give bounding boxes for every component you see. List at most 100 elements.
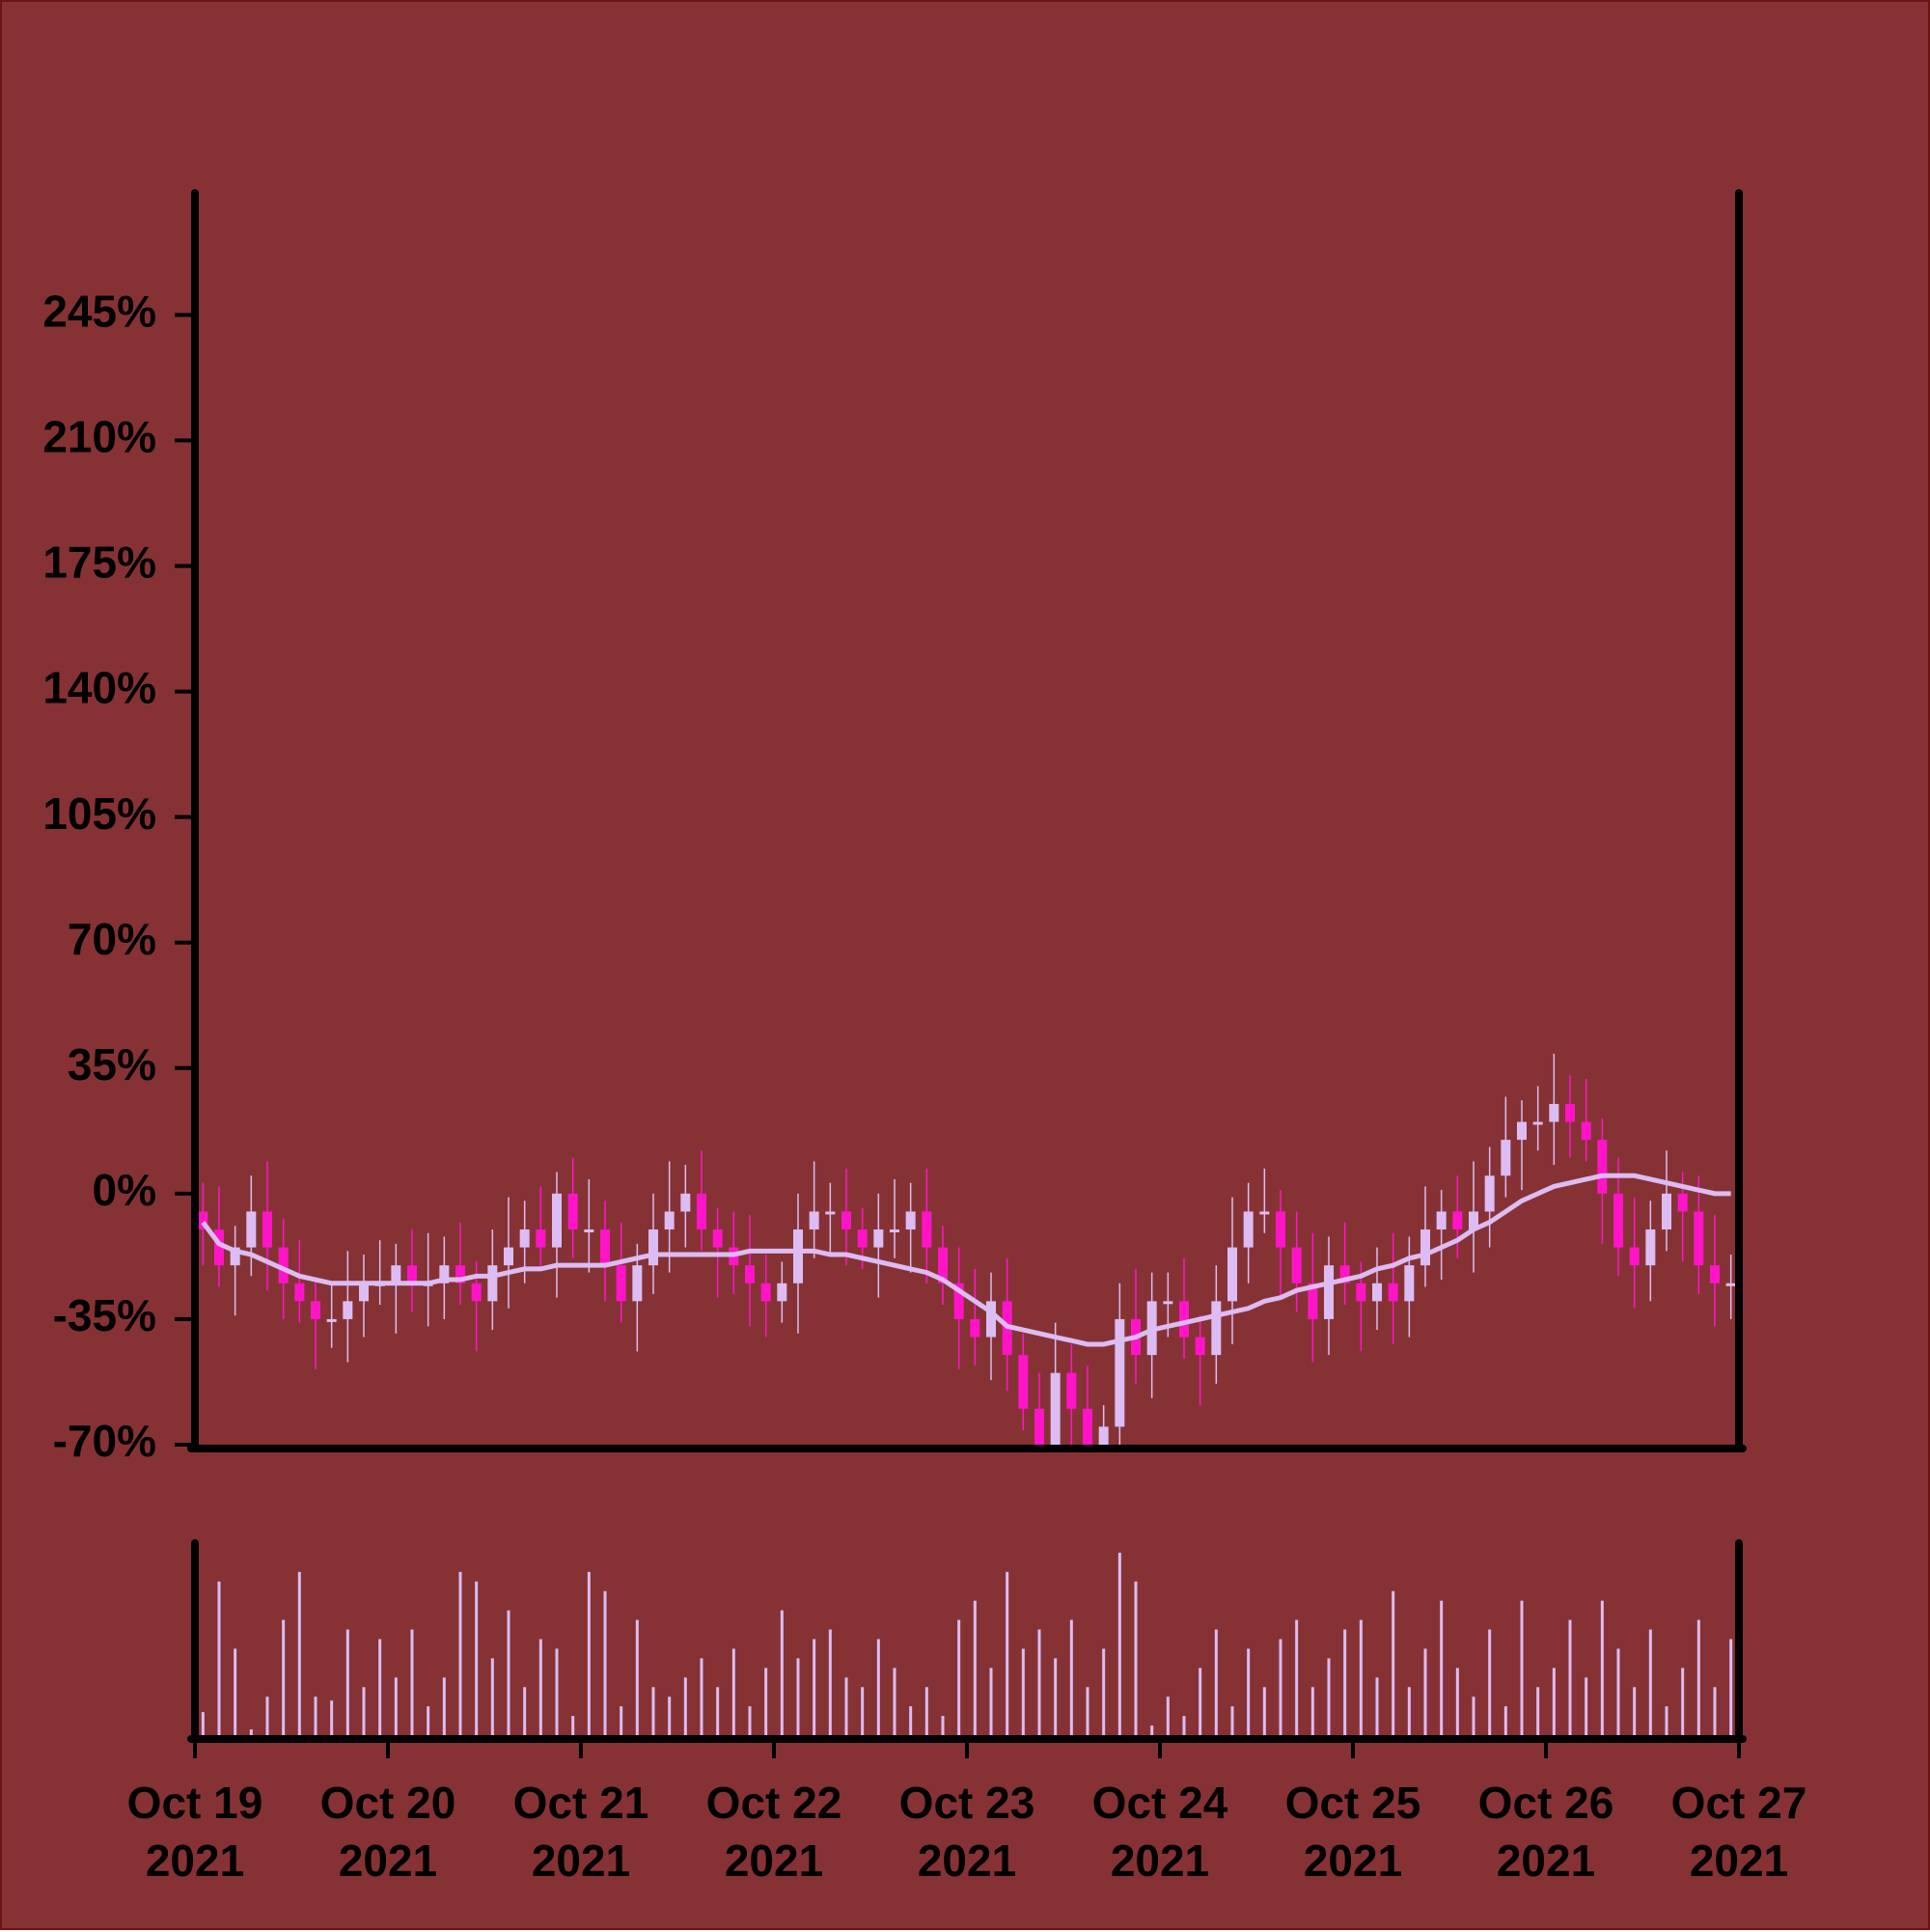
candle-body <box>455 1265 465 1283</box>
x-tick-label: Oct 26 2021 <box>1477 1778 1614 1886</box>
volume-bar <box>1279 1639 1282 1735</box>
candle-body <box>1710 1265 1720 1283</box>
candle-body <box>343 1301 353 1319</box>
volume-bar <box>1568 1619 1572 1735</box>
candle-body <box>1597 1140 1608 1194</box>
volume-bar <box>314 1697 317 1735</box>
volume-bar <box>620 1706 623 1735</box>
volume-bar <box>1069 1619 1073 1735</box>
x-tick-label: Oct 23 2021 <box>898 1778 1035 1886</box>
volume-bar <box>378 1639 382 1735</box>
candle-body <box>1356 1283 1366 1302</box>
candle-body <box>745 1265 755 1283</box>
volume-bar <box>1633 1687 1637 1735</box>
candle-body <box>311 1301 320 1319</box>
candle-body <box>890 1229 899 1233</box>
volume-bar <box>780 1610 784 1735</box>
x-tick-label: Oct 21 2021 <box>512 1778 649 1886</box>
volume-bar <box>603 1590 607 1735</box>
y-tick-label: 245% <box>42 287 156 337</box>
volume-bar <box>828 1629 832 1735</box>
volume-bar <box>844 1677 848 1735</box>
volume-bar <box>523 1687 527 1735</box>
volume-bar <box>458 1571 462 1735</box>
volume-bar <box>924 1687 928 1735</box>
candle-body <box>1420 1229 1430 1266</box>
candles <box>198 1053 1736 1447</box>
volume-bar <box>265 1697 269 1735</box>
candle-body <box>1662 1193 1671 1230</box>
volume-bar <box>1713 1687 1717 1735</box>
y-tick-label: -35% <box>53 1290 156 1340</box>
volume-bar <box>731 1648 735 1735</box>
volume-bar <box>635 1619 639 1735</box>
y-tick-label: 105% <box>42 788 156 839</box>
x-tick-label: Oct 25 2021 <box>1284 1778 1421 1886</box>
candle-body <box>294 1283 305 1302</box>
candle-body <box>1211 1301 1222 1356</box>
candle-body <box>567 1193 578 1230</box>
candle-body <box>584 1229 594 1233</box>
volume-bar <box>1616 1648 1620 1735</box>
volume-bar <box>1696 1619 1700 1735</box>
volume-bar <box>861 1687 865 1735</box>
y-tick-label: -70% <box>53 1416 156 1466</box>
candle-body <box>391 1265 401 1283</box>
volume-bar <box>297 1571 301 1735</box>
volume-bar <box>748 1706 752 1735</box>
candle-body <box>1163 1301 1173 1305</box>
volume-bar <box>1199 1668 1202 1735</box>
candle-body <box>359 1283 369 1302</box>
x-tick-label: Oct 24 2021 <box>1091 1778 1228 1886</box>
volume-bar <box>989 1668 993 1735</box>
volume-bar <box>796 1658 800 1735</box>
volume-bar <box>941 1716 945 1735</box>
candle-body <box>777 1283 787 1302</box>
candle-body <box>262 1211 272 1248</box>
candle-body <box>1565 1103 1575 1122</box>
candle-body <box>905 1211 916 1230</box>
candle-body <box>1677 1193 1688 1212</box>
volume-bar <box>876 1639 880 1735</box>
candle-body <box>970 1318 980 1338</box>
volume-bar <box>651 1687 655 1735</box>
volume-bar <box>764 1668 768 1735</box>
volume-bar <box>201 1712 205 1735</box>
volume-bar <box>1150 1725 1154 1735</box>
volume-bar <box>1054 1658 1058 1735</box>
candle-body <box>1645 1229 1656 1266</box>
volume-bar <box>1503 1706 1507 1735</box>
volume-bar <box>1648 1629 1652 1735</box>
volume-bar <box>1585 1677 1588 1735</box>
volume-bar <box>571 1716 575 1735</box>
candle-body <box>536 1229 546 1248</box>
y-tick-label: 70% <box>68 914 156 964</box>
candle-body <box>471 1283 482 1302</box>
candle-body <box>1195 1337 1205 1356</box>
candle-body <box>680 1193 691 1212</box>
volume-bar <box>1600 1600 1604 1735</box>
candle-body <box>246 1211 257 1248</box>
volume-bar <box>427 1706 430 1735</box>
volume-bar <box>1295 1619 1299 1735</box>
candle-body <box>986 1301 996 1338</box>
x-tick-label: Oct 20 2021 <box>319 1778 456 1886</box>
volume-bar <box>1102 1648 1106 1735</box>
candle-body <box>938 1247 948 1283</box>
candle-body <box>487 1265 498 1302</box>
volume-bar <box>587 1571 591 1735</box>
candle-body <box>1613 1193 1623 1248</box>
volume-bar <box>1117 1552 1121 1735</box>
volume-bar <box>716 1687 720 1735</box>
volume-bar <box>700 1658 703 1735</box>
candle-body <box>1018 1355 1029 1409</box>
volume-bar <box>249 1729 253 1735</box>
candle-body <box>1694 1211 1704 1266</box>
candle-body <box>1066 1372 1077 1409</box>
volume-bar <box>973 1600 977 1735</box>
candle-body <box>1115 1318 1125 1427</box>
volume-bar <box>1006 1571 1009 1735</box>
candle-body <box>439 1265 450 1283</box>
candle-body <box>760 1283 771 1302</box>
